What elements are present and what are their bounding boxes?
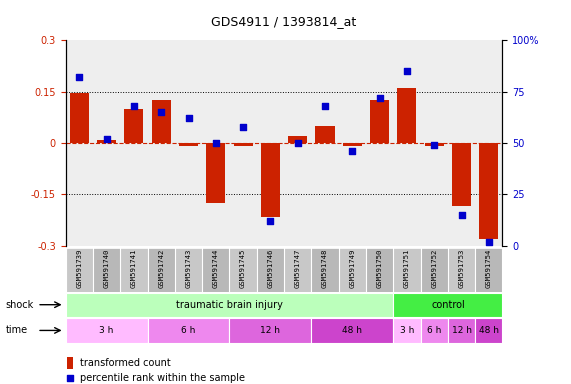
Text: control: control xyxy=(431,300,465,310)
Bar xyxy=(70,93,89,143)
Bar xyxy=(284,248,311,292)
Bar xyxy=(175,248,202,292)
Text: GSM591754: GSM591754 xyxy=(486,249,492,288)
Text: GSM591748: GSM591748 xyxy=(322,249,328,288)
Text: GSM591740: GSM591740 xyxy=(103,249,110,288)
Bar xyxy=(97,140,116,143)
Point xyxy=(156,109,166,115)
Bar xyxy=(234,143,253,146)
Bar xyxy=(66,293,393,317)
Point xyxy=(102,136,111,142)
Text: GSM591746: GSM591746 xyxy=(267,249,274,288)
Text: 48 h: 48 h xyxy=(343,326,363,335)
Text: GSM591744: GSM591744 xyxy=(213,249,219,288)
Bar xyxy=(366,248,393,292)
Point xyxy=(130,103,139,109)
Bar xyxy=(66,318,147,343)
Bar xyxy=(343,143,362,146)
Text: 12 h: 12 h xyxy=(260,326,280,335)
Bar xyxy=(448,318,475,343)
Bar xyxy=(179,143,198,146)
Text: GSM591747: GSM591747 xyxy=(295,249,301,288)
Bar xyxy=(315,126,335,143)
Point xyxy=(429,142,439,148)
Text: GDS4911 / 1393814_at: GDS4911 / 1393814_at xyxy=(211,15,357,28)
Bar xyxy=(370,100,389,143)
Point xyxy=(184,115,193,121)
Bar xyxy=(147,318,230,343)
Point xyxy=(320,103,329,109)
Bar xyxy=(120,248,147,292)
Text: 48 h: 48 h xyxy=(479,326,499,335)
Text: 3 h: 3 h xyxy=(99,326,114,335)
Bar xyxy=(311,248,339,292)
Bar xyxy=(152,100,171,143)
Bar xyxy=(261,143,280,217)
Bar xyxy=(230,248,257,292)
Bar xyxy=(475,318,502,343)
Bar xyxy=(66,248,93,292)
Point xyxy=(403,68,412,74)
Point xyxy=(375,95,384,101)
Bar xyxy=(475,248,502,292)
Bar xyxy=(311,318,393,343)
Point xyxy=(75,74,84,80)
Point xyxy=(293,140,302,146)
Text: GSM591749: GSM591749 xyxy=(349,249,355,288)
Text: GSM591753: GSM591753 xyxy=(459,249,465,288)
Text: shock: shock xyxy=(6,300,34,310)
Bar xyxy=(230,318,311,343)
Text: GSM591751: GSM591751 xyxy=(404,249,410,288)
Text: 6 h: 6 h xyxy=(427,326,441,335)
Text: GSM591743: GSM591743 xyxy=(186,249,191,288)
Bar xyxy=(257,248,284,292)
Text: 6 h: 6 h xyxy=(182,326,196,335)
Point xyxy=(484,238,493,245)
Bar xyxy=(147,248,175,292)
Bar xyxy=(202,248,230,292)
Text: transformed count: transformed count xyxy=(80,358,171,368)
Text: GSM591750: GSM591750 xyxy=(377,249,383,288)
Bar xyxy=(452,143,471,206)
Text: GSM591752: GSM591752 xyxy=(431,249,437,288)
Bar xyxy=(288,136,307,143)
Bar xyxy=(339,248,366,292)
Text: GSM591742: GSM591742 xyxy=(158,249,164,288)
Bar xyxy=(124,109,143,143)
Point xyxy=(239,124,248,130)
Text: 3 h: 3 h xyxy=(400,326,414,335)
Point xyxy=(266,218,275,224)
Point xyxy=(457,212,466,218)
Text: GSM591745: GSM591745 xyxy=(240,249,246,288)
Text: time: time xyxy=(6,325,28,336)
Bar xyxy=(206,143,226,203)
Bar xyxy=(393,248,421,292)
Bar xyxy=(421,248,448,292)
Text: traumatic brain injury: traumatic brain injury xyxy=(176,300,283,310)
Bar xyxy=(448,248,475,292)
Point xyxy=(211,140,220,146)
Text: GSM591741: GSM591741 xyxy=(131,249,137,288)
Bar xyxy=(393,293,502,317)
Point xyxy=(348,148,357,154)
Bar xyxy=(479,143,498,239)
Bar xyxy=(397,88,416,143)
Bar xyxy=(421,318,448,343)
Point xyxy=(66,375,74,381)
Bar xyxy=(67,357,73,369)
Text: GSM591739: GSM591739 xyxy=(77,249,82,288)
Text: percentile rank within the sample: percentile rank within the sample xyxy=(80,373,245,383)
Bar xyxy=(393,318,421,343)
Text: 12 h: 12 h xyxy=(452,326,472,335)
Bar xyxy=(93,248,120,292)
Bar xyxy=(425,143,444,146)
